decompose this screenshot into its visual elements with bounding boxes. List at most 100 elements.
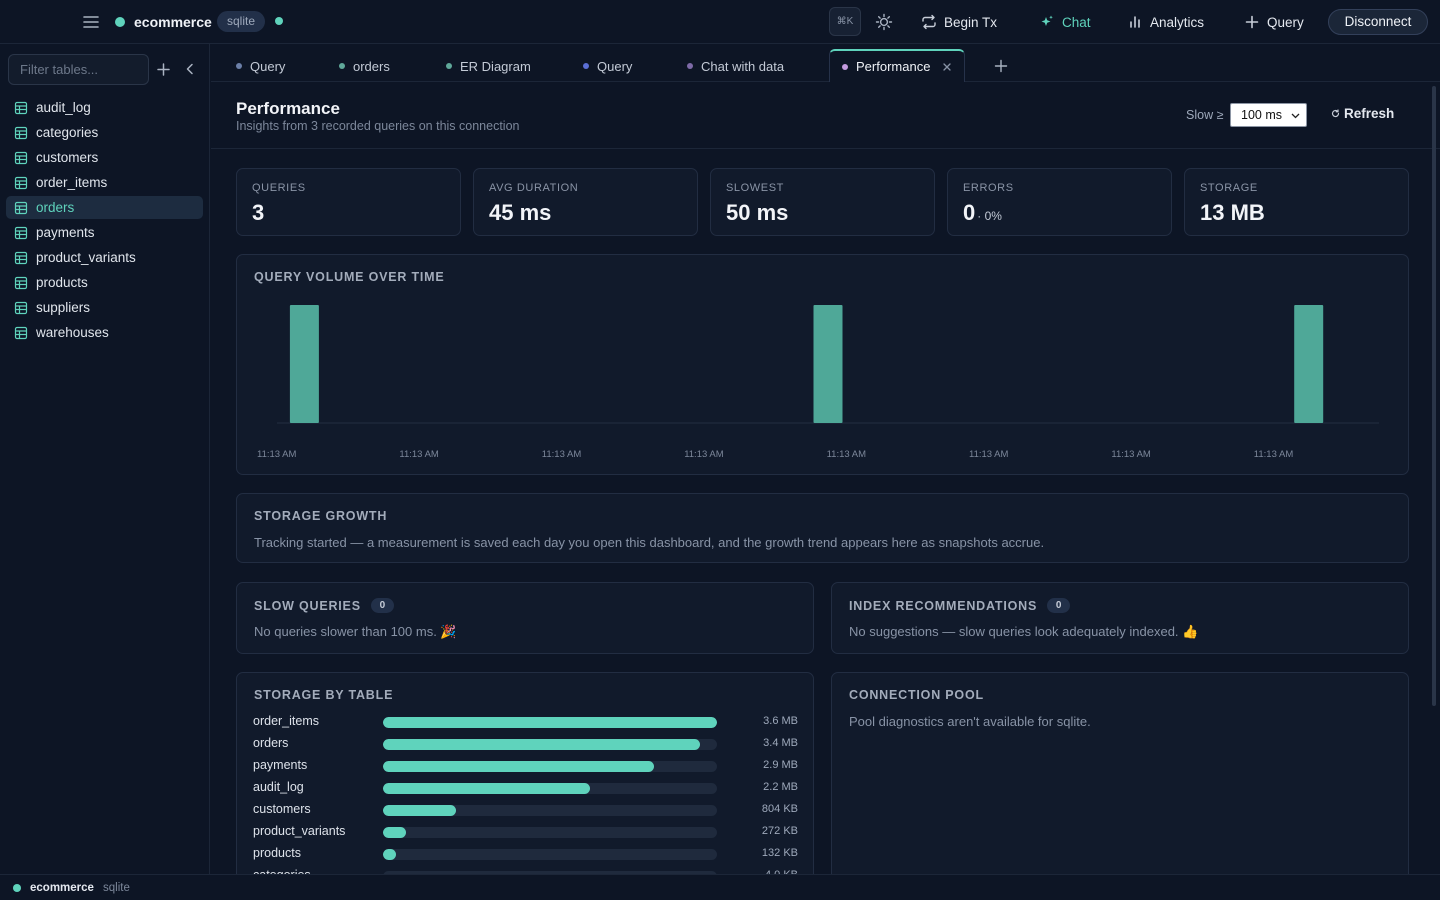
- slow-threshold-value: 100 ms: [1241, 108, 1282, 122]
- query-volume-chart: [277, 305, 1379, 424]
- storage-table-size: 804 KB: [761, 803, 798, 815]
- refresh-button[interactable]: Refresh: [1331, 106, 1394, 121]
- chat-button[interactable]: Chat: [1033, 7, 1097, 37]
- storage-by-table-title: STORAGE BY TABLE: [254, 688, 393, 702]
- table-icon: [14, 301, 28, 315]
- page-subtitle: Insights from 3 recorded queries on this…: [236, 119, 520, 133]
- table-icon: [14, 251, 28, 265]
- storage-growth-title: STORAGE GROWTH: [254, 509, 387, 523]
- query-volume-title: QUERY VOLUME OVER TIME: [254, 270, 445, 284]
- query-volume-bar-3[interactable]: [1294, 305, 1324, 423]
- new-query-button[interactable]: Query: [1238, 7, 1310, 37]
- stat-value-text: 45 ms: [489, 200, 552, 225]
- x-tick-label: 11:13 AM: [541, 449, 582, 460]
- menu-icon[interactable]: [82, 13, 100, 31]
- disconnect-button[interactable]: Disconnect: [1328, 9, 1428, 35]
- stat-value-text: 50 ms: [726, 200, 789, 225]
- tab-orders[interactable]: orders: [339, 50, 390, 82]
- slow-queries-count: 0: [370, 598, 394, 613]
- sidebar-table-warehouses[interactable]: warehouses: [6, 321, 203, 344]
- slow-threshold-select[interactable]: 100 ms: [1230, 103, 1307, 127]
- live-indicator-dot: [275, 17, 283, 25]
- tab-performance[interactable]: Performance: [829, 49, 966, 82]
- begin-tx-label: Begin Tx: [944, 14, 998, 30]
- sidebar-table-label: warehouses: [36, 325, 109, 340]
- analytics-button[interactable]: Analytics: [1121, 7, 1210, 37]
- tab-label: Chat with data: [701, 58, 785, 74]
- sidebar-table-products[interactable]: products: [6, 271, 203, 294]
- storage-table-name: categories: [253, 868, 311, 874]
- new-tab-icon[interactable]: [994, 59, 1008, 73]
- close-icon[interactable]: [942, 62, 952, 72]
- begin-tx-button[interactable]: Begin Tx: [915, 7, 1003, 37]
- sidebar-table-orders[interactable]: orders: [6, 196, 203, 219]
- tab-label: orders: [353, 58, 390, 74]
- plus-icon: [1244, 14, 1260, 30]
- storage-table-name: audit_log: [253, 780, 304, 794]
- tab-dot: [236, 63, 242, 69]
- storage-row-order-items: order_items 3.6 MB: [253, 713, 798, 735]
- stat-label: SLOWEST: [726, 182, 784, 194]
- query-volume-bar-1[interactable]: [289, 305, 319, 423]
- sidebar-table-customers[interactable]: customers: [6, 146, 203, 169]
- storage-growth-card: STORAGE GROWTH Tracking started — a meas…: [236, 493, 1409, 563]
- tab-chat-with-data[interactable]: Chat with data: [687, 50, 784, 82]
- query-volume-bar-2[interactable]: [813, 305, 843, 423]
- tab-query-2[interactable]: Query: [583, 50, 632, 82]
- sidebar-table-label: products: [36, 275, 88, 290]
- sidebar-table-order-items[interactable]: order_items: [6, 171, 203, 194]
- sidebar-table-label: payments: [36, 225, 95, 240]
- filter-tables-input[interactable]: [8, 54, 149, 85]
- tab-query[interactable]: Query: [236, 50, 285, 82]
- storage-by-table-card: STORAGE BY TABLE order_items 3.6 MB orders…: [236, 672, 814, 874]
- table-icon: [14, 101, 28, 115]
- collapse-sidebar-icon[interactable]: [183, 62, 197, 76]
- analytics-label: Analytics: [1150, 14, 1205, 30]
- tab-dot: [842, 63, 848, 70]
- stat-card-storage: STORAGE 13 MB: [1184, 168, 1409, 236]
- x-tick-label: 11:13 AM: [1111, 449, 1151, 460]
- engine-badge: sqlite: [217, 11, 266, 32]
- sun-icon[interactable]: [875, 13, 893, 31]
- table-icon: [14, 176, 28, 190]
- storage-row-customers: customers 804 KB: [253, 801, 798, 823]
- stat-card-errors: ERRORS 0 · 0%: [947, 168, 1172, 236]
- add-table-icon[interactable]: [156, 62, 171, 77]
- x-tick-label: 11:13 AM: [969, 449, 1009, 460]
- stat-card-queries: QUERIES 3: [236, 168, 461, 236]
- sparkle-icon: [1039, 14, 1055, 30]
- stat-value: 3: [252, 200, 264, 226]
- index-recommendations-text: No suggestions — slow queries look adequ…: [849, 624, 1199, 639]
- storage-row-categories: categories 4.0 KB: [253, 867, 798, 874]
- stat-value: 50 ms: [726, 200, 788, 226]
- tab-dot: [446, 63, 452, 69]
- stat-value: 0 · 0%: [963, 200, 1002, 226]
- sidebar-table-audit-log[interactable]: audit_log: [6, 96, 203, 119]
- storage-table-size: 132 KB: [761, 847, 798, 859]
- connection-pool-title-text: CONNECTION POOL: [849, 688, 984, 702]
- sidebar-table-suppliers[interactable]: suppliers: [6, 296, 203, 319]
- performance-panel: Performance Insights from 3 recorded que…: [211, 82, 1440, 874]
- sidebar-table-payments[interactable]: payments: [6, 221, 203, 244]
- stat-card-avg-duration: AVG DURATION 45 ms: [473, 168, 698, 236]
- index-recommendations-card: INDEX RECOMMENDATIONS 0 No suggestions —…: [831, 582, 1409, 654]
- sidebar-table-product-variants[interactable]: product_variants: [6, 246, 203, 269]
- storage-growth-text: Tracking started — a measurement is save…: [254, 535, 1045, 550]
- stat-label: AVG DURATION: [489, 182, 579, 194]
- slow-queries-text: No queries slower than 100 ms. 🎉: [254, 624, 457, 639]
- stat-sub: · 0%: [977, 209, 1002, 223]
- tab-label: Performance: [856, 59, 931, 74]
- x-tick-label: 11:13 AM: [826, 449, 867, 460]
- stat-label: ERRORS: [963, 182, 1014, 194]
- stat-card-slowest: SLOWEST 50 ms: [710, 168, 935, 236]
- stat-label: STORAGE: [1200, 182, 1258, 194]
- x-tick-label: 11:13 AM: [684, 449, 724, 460]
- main-scrollbar[interactable]: [1432, 86, 1436, 706]
- command-palette-button[interactable]: ⌘K: [829, 7, 861, 36]
- connection-pool-card: CONNECTION POOL Pool diagnostics aren't …: [831, 672, 1409, 874]
- storage-row-product-variants: product_variants 272 KB: [253, 823, 798, 845]
- sidebar-table-categories[interactable]: categories: [6, 121, 203, 144]
- connection-name[interactable]: ecommerce: [134, 14, 212, 30]
- tab-er-diagram[interactable]: ER Diagram: [446, 50, 531, 82]
- sidebar-table-label: audit_log: [36, 100, 91, 115]
